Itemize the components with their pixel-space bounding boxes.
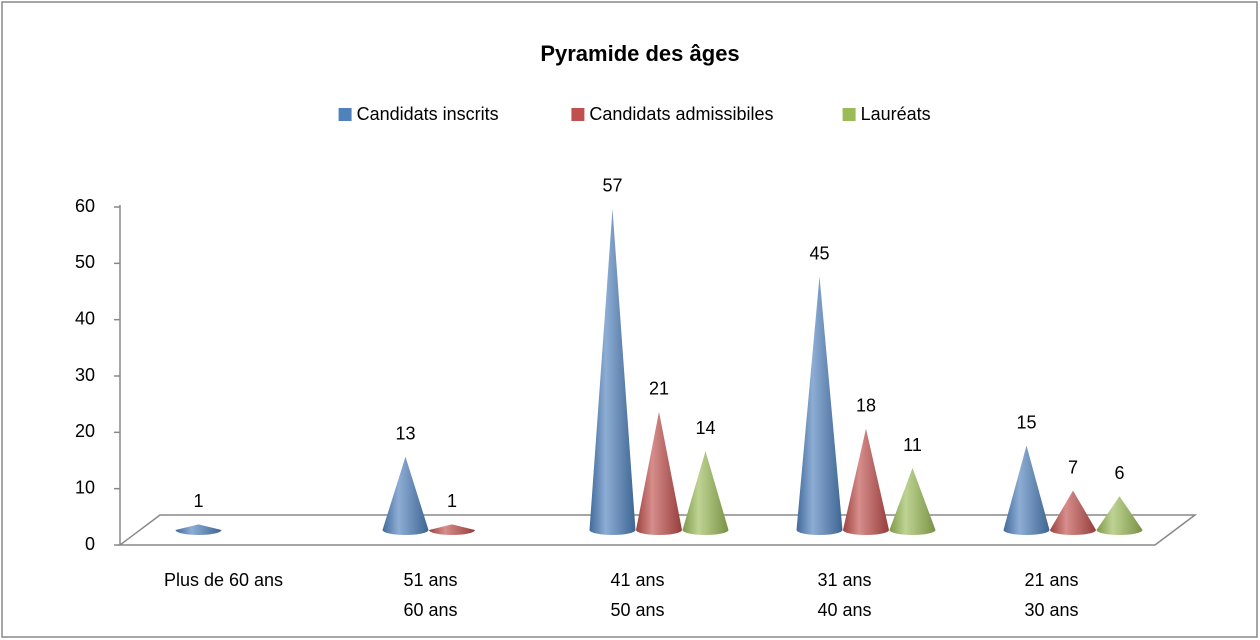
value-label: 45 — [809, 243, 829, 263]
cone — [682, 451, 729, 535]
value-label: 1 — [193, 491, 203, 511]
x-tick-label: Plus de 60 ans — [163, 570, 284, 590]
y-tick-label: 50 — [75, 252, 95, 272]
cone — [1003, 445, 1050, 535]
y-tick-label: 30 — [75, 365, 95, 385]
cone — [843, 428, 889, 535]
cone — [429, 524, 475, 535]
cone — [636, 411, 682, 535]
x-tick-label: 51 ans 60 ans — [403, 570, 458, 620]
value-label: 57 — [602, 176, 622, 196]
y-tick-label: 40 — [75, 308, 95, 328]
legend-label: Lauréats — [861, 104, 931, 124]
cone — [1050, 490, 1096, 535]
x-tick-label: 21 ans 30 ans — [1024, 570, 1079, 620]
value-label: 1 — [447, 491, 457, 511]
x-tick-label: 31 ans 40 ans — [817, 570, 872, 620]
cone — [589, 208, 636, 535]
cone — [1096, 496, 1143, 535]
value-label: 14 — [695, 418, 715, 438]
value-label: 15 — [1016, 412, 1036, 432]
value-label: 11 — [903, 435, 922, 455]
y-tick-label: 60 — [75, 196, 95, 216]
legend-swatch — [571, 108, 585, 121]
cone — [889, 468, 936, 535]
value-label: 18 — [856, 395, 876, 415]
cone — [382, 456, 429, 535]
y-tick-label: 20 — [75, 421, 95, 441]
legend-label: Candidats inscrits — [357, 104, 499, 124]
floor — [117, 514, 1198, 546]
value-label: 13 — [395, 424, 415, 444]
y-tick-label: 0 — [85, 534, 95, 554]
cone — [796, 276, 843, 535]
legend-label: Candidats admissibiles — [589, 104, 773, 124]
legend-swatch — [338, 108, 352, 121]
value-label: 7 — [1068, 457, 1078, 477]
legend-swatch — [842, 108, 856, 121]
cone — [175, 524, 222, 535]
value-label: 6 — [1114, 463, 1124, 483]
chart-title: Pyramide des âges — [540, 41, 739, 66]
value-label: 21 — [649, 378, 669, 398]
x-tick-label: 41 ans 50 ans — [610, 570, 665, 620]
y-tick-label: 10 — [75, 477, 95, 497]
